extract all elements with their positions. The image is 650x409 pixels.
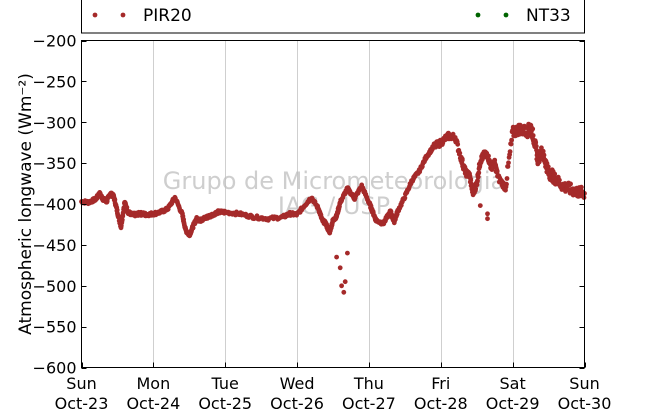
y-tick-label: −600 [33,359,77,378]
legend-marker-pir20-2 [120,12,126,18]
data-point-pir20 [494,168,500,174]
data-point-pir20 [505,164,511,169]
data-point-pir20 [342,279,348,285]
x-tick-label-day: Sun [569,374,599,393]
legend: PIR20 NT33 [81,0,585,34]
data-point-pir20 [475,174,481,180]
data-point-pir20 [506,160,511,166]
x-tick-label-day: Mon [136,374,170,393]
x-tick-label-date: Oct-26 [270,394,324,409]
x-tick-label-day: Tue [211,374,239,393]
data-point-pir20 [486,153,491,159]
data-point-pir20 [504,181,509,187]
x-tick-label-date: Oct-27 [342,394,396,409]
x-tick-label-date: Oct-25 [198,394,252,409]
data-point-pir20 [533,143,539,149]
data-point-pir20 [345,250,350,256]
data-point-pir20 [530,133,536,138]
data-point-pir20 [541,152,547,158]
data-point-pir20 [552,171,558,177]
data-point-pir20 [568,181,573,187]
y-tick-label: −300 [33,113,77,132]
x-tick-label-date: Oct-28 [414,394,468,409]
legend-label-nt33: NT33 [526,6,571,26]
data-point-pir20 [507,149,513,155]
data-point-pir20 [509,137,514,143]
y-tick-label: −550 [33,318,77,337]
legend-label-pir20: PIR20 [143,6,192,26]
legend-marker-nt33-2 [503,12,509,18]
gridlines [153,40,514,368]
data-point-pir20 [334,254,339,260]
x-tick-label-day: Sun [66,374,96,393]
x-tick-labels: SunOct-23MonOct-24TueOct-25WedOct-26ThuO… [55,374,612,409]
data-point-pir20 [402,195,408,201]
data-point-pir20 [477,203,483,209]
watermark-line-1: Grupo de Micrometeorologia [163,167,505,195]
x-tick-label-day: Wed [280,374,315,393]
data-point-pir20 [545,164,551,170]
data-point-pir20 [337,265,343,271]
y-tick-label: −400 [33,195,77,214]
x-tick-label-day: Thu [353,374,384,393]
x-tick-label-day: Sat [500,374,526,393]
y-tick-label: −200 [33,32,77,51]
y-tick-labels: −600 −550 −500 −450 −400 −350 −300 −250 −200 [33,32,77,378]
y-tick-label: −250 [33,72,77,91]
legend-box [81,0,585,34]
data-point-pir20 [119,217,125,223]
data-point-pir20 [473,186,479,192]
data-point-pir20 [508,141,514,147]
data-point-pir20 [485,216,490,222]
data-point-pir20 [459,156,465,162]
data-point-pir20 [475,178,480,184]
data-point-pir20 [468,177,474,183]
data-point-pir20 [530,126,536,132]
data-point-pir20 [557,177,562,183]
data-point-pir20 [579,184,584,190]
y-axis-label: Atmospheric longwave (Wm⁻²) [16,73,36,335]
data-point-pir20 [339,283,344,289]
data-point-pir20 [504,176,510,181]
y-tick-label: −350 [33,154,77,173]
x-tick-label-date: Oct-29 [486,394,540,409]
data-point-pir20 [485,211,490,217]
data-point-pir20 [341,289,347,295]
data-points [79,121,587,295]
legend-marker-nt33-1 [475,12,481,18]
x-tick-label-day: Fri [431,374,450,393]
axis-ticks [81,41,586,369]
x-tick-label-date: Oct-23 [55,394,109,409]
y-tick-label: −500 [33,277,77,296]
y-tick-label: −450 [33,236,77,255]
data-point-pir20 [455,141,461,147]
data-point-pir20 [476,170,482,176]
legend-marker-pir20-1 [92,12,98,18]
x-tick-label-date: Oct-24 [126,394,180,409]
x-tick-label-date: Oct-30 [558,394,612,409]
data-point-pir20 [457,150,463,156]
